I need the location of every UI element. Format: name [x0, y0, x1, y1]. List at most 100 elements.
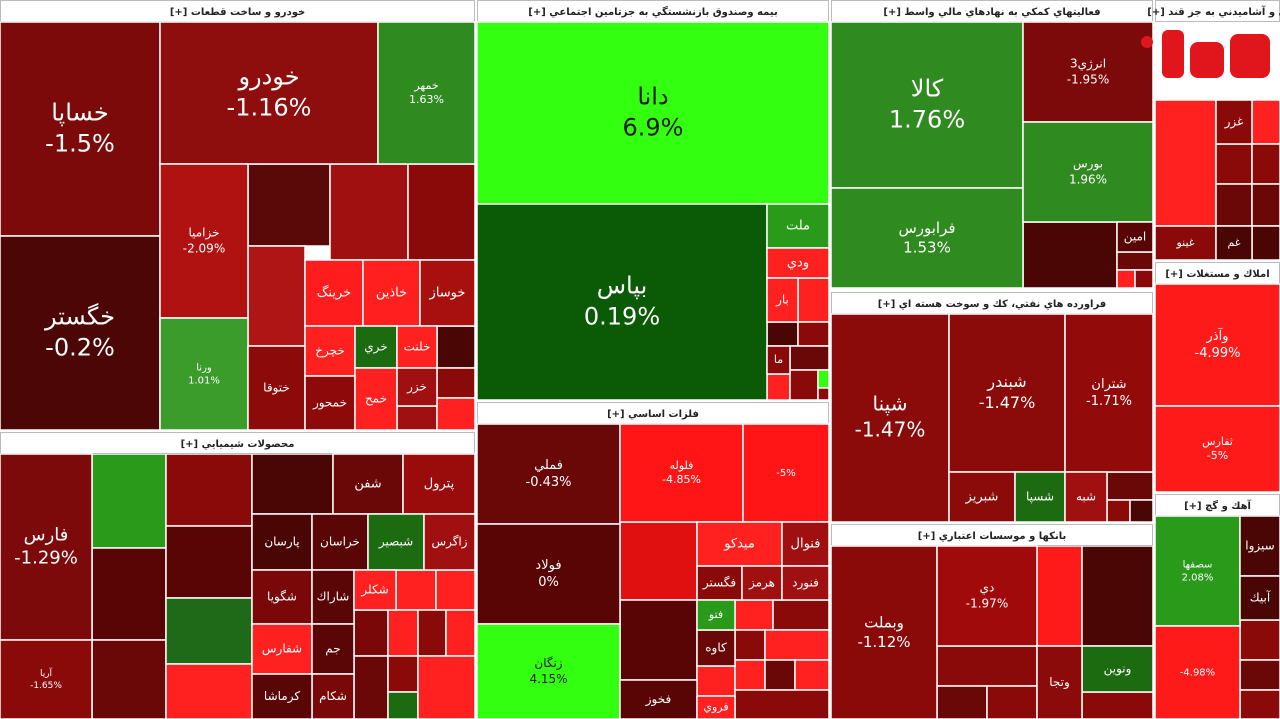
tile[interactable] — [445, 609, 476, 657]
tile[interactable] — [696, 521, 783, 567]
tile[interactable] — [766, 321, 799, 347]
tile[interactable] — [329, 163, 409, 261]
tile[interactable] — [986, 685, 1038, 719]
tile[interactable] — [91, 453, 167, 549]
tile[interactable] — [741, 565, 783, 601]
tile[interactable] — [0, 235, 161, 431]
tile[interactable] — [476, 423, 621, 525]
tile[interactable] — [304, 375, 356, 431]
tile[interactable] — [407, 163, 476, 261]
tile[interactable] — [1215, 225, 1253, 261]
tile[interactable] — [1239, 689, 1280, 719]
tile[interactable] — [1154, 625, 1241, 719]
tile[interactable] — [619, 599, 698, 681]
tile[interactable] — [417, 655, 476, 719]
tile[interactable] — [251, 513, 313, 571]
tile[interactable] — [772, 599, 830, 631]
tile[interactable] — [165, 525, 253, 599]
tile[interactable] — [396, 367, 438, 407]
tile[interactable] — [332, 453, 404, 515]
tile[interactable] — [1134, 269, 1154, 289]
sector-title[interactable]: بانكها و موسسات اعتباري [+] — [918, 531, 1066, 542]
tile[interactable] — [436, 397, 476, 431]
tile[interactable] — [1036, 545, 1083, 647]
tile[interactable] — [419, 259, 476, 327]
tile[interactable] — [1215, 183, 1253, 227]
tile[interactable] — [476, 523, 621, 625]
tile[interactable] — [619, 521, 698, 601]
tile[interactable] — [353, 655, 389, 719]
tile[interactable] — [734, 689, 830, 719]
tile[interactable] — [1106, 471, 1154, 501]
tile[interactable] — [742, 423, 830, 523]
tile[interactable] — [781, 521, 830, 567]
tile[interactable] — [696, 565, 743, 601]
tile[interactable] — [402, 453, 476, 515]
tile[interactable] — [476, 203, 768, 401]
tile[interactable] — [830, 187, 1024, 289]
tile[interactable] — [936, 545, 1038, 647]
sector-title[interactable]: خودرو و ساخت قطعات [+] — [170, 7, 305, 18]
tile[interactable] — [1154, 405, 1280, 493]
tile[interactable] — [696, 629, 736, 667]
tile[interactable] — [619, 679, 698, 719]
tile[interactable] — [1239, 575, 1280, 621]
tile[interactable] — [0, 21, 161, 237]
tile[interactable] — [353, 569, 397, 611]
tile[interactable] — [766, 203, 830, 249]
tile[interactable] — [1081, 691, 1154, 719]
tile[interactable] — [251, 623, 313, 675]
tile[interactable] — [1251, 99, 1280, 145]
tile[interactable] — [251, 673, 313, 719]
tile[interactable] — [1116, 221, 1154, 253]
tile[interactable] — [948, 471, 1016, 523]
tile[interactable] — [247, 245, 306, 347]
tile[interactable] — [91, 639, 167, 719]
tile[interactable] — [1036, 645, 1083, 719]
tile[interactable] — [797, 321, 830, 347]
tile[interactable] — [304, 325, 356, 377]
tile[interactable] — [1154, 515, 1241, 627]
tile[interactable] — [696, 599, 736, 631]
tile[interactable] — [696, 695, 736, 719]
tile[interactable] — [247, 163, 331, 247]
tile[interactable] — [789, 345, 830, 371]
tile[interactable] — [1251, 225, 1280, 261]
tile[interactable] — [830, 21, 1024, 189]
tile[interactable] — [1022, 121, 1154, 223]
sector-title[interactable]: املاك و مستغلات [+] — [1165, 269, 1269, 280]
tile[interactable] — [1154, 225, 1217, 261]
tile[interactable] — [1022, 21, 1154, 123]
tile[interactable] — [1014, 471, 1066, 523]
tile[interactable] — [1239, 619, 1280, 661]
tile[interactable] — [362, 259, 421, 327]
sector-title[interactable]: فلزات اساسي [+] — [607, 409, 699, 420]
tile[interactable] — [311, 673, 355, 719]
tile[interactable] — [789, 369, 819, 401]
tile[interactable] — [817, 387, 830, 401]
tile[interactable] — [1239, 659, 1280, 691]
tile[interactable] — [948, 313, 1066, 473]
tile[interactable] — [764, 659, 796, 691]
tile[interactable] — [766, 277, 799, 323]
sector-title[interactable]: فعاليتهاي كمكي به نهادهاي مالي واسط [+] — [883, 7, 1100, 18]
tile[interactable] — [734, 659, 766, 691]
tile[interactable] — [1251, 183, 1280, 227]
tile[interactable] — [1064, 313, 1154, 473]
tile[interactable] — [377, 21, 476, 165]
tile[interactable] — [619, 423, 744, 523]
tile[interactable] — [311, 513, 369, 571]
tile[interactable] — [91, 547, 167, 641]
tile[interactable] — [436, 367, 476, 399]
tile[interactable] — [159, 317, 249, 431]
tile[interactable] — [1064, 471, 1108, 523]
tile[interactable] — [1116, 269, 1136, 289]
tile[interactable] — [353, 609, 389, 657]
tile[interactable] — [936, 685, 988, 719]
tile[interactable] — [1081, 645, 1154, 693]
tile[interactable] — [734, 599, 774, 631]
tile[interactable] — [159, 163, 249, 319]
tile[interactable] — [251, 569, 313, 625]
tile[interactable] — [766, 373, 791, 401]
tile[interactable] — [1106, 499, 1131, 523]
